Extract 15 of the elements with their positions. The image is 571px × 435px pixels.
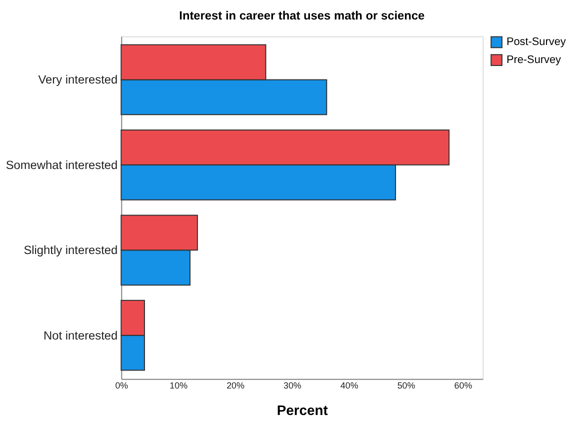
x-tick-label: 30% [283,380,302,390]
legend-label: Pre-Survey [506,54,562,66]
y-tick-label: Very interested [38,72,118,87]
legend-label: Post-Survey [506,36,566,48]
x-tick-label: 60% [454,380,472,390]
y-tick-label: Somewhat interested [6,158,118,172]
x-axis-title: Percent [276,402,328,418]
y-tick-label: Not interested [44,328,118,342]
x-tick-label: 50% [397,380,416,390]
x-tick-label: 40% [340,380,358,390]
x-tick-label: 20% [226,380,244,390]
chart-title: Interest in career that uses math or science [179,8,426,22]
x-tick-label: 10% [170,380,188,390]
y-tick-label: Slightly interested [24,243,118,258]
x-tick-label: 0% [115,380,128,390]
